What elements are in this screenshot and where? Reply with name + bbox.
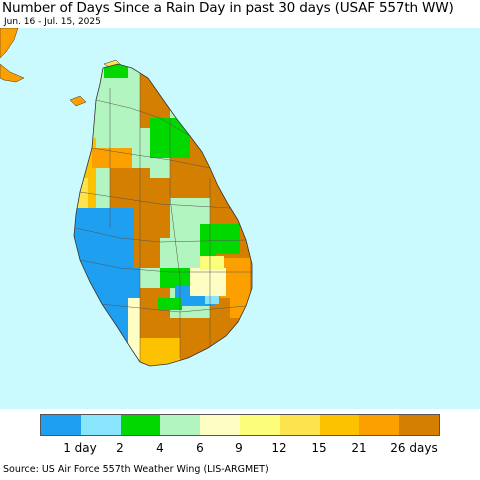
- legend-swatch: [359, 415, 400, 435]
- legend-swatch: [239, 415, 280, 435]
- legend-swatch: [200, 415, 240, 435]
- india-coast: [0, 63, 25, 83]
- legend-tick-label: 1 day: [63, 441, 97, 455]
- date-range: Jun. 16 - Jul. 15, 2025: [4, 17, 101, 27]
- india-landmass: [0, 28, 19, 59]
- district-borders: [75, 68, 252, 364]
- map-title: Number of Days Since a Rain Day in past …: [2, 0, 454, 16]
- legend-tick-label: 26 days: [390, 441, 438, 455]
- legend-swatch: [399, 415, 439, 435]
- legend-swatch: [160, 415, 201, 435]
- legend-swatch: [319, 415, 360, 435]
- source-credit: Source: US Air Force 557th Weather Wing …: [3, 464, 269, 475]
- legend-swatch: [80, 415, 121, 435]
- legend-swatch: [41, 415, 81, 435]
- island-outline: [73, 63, 253, 367]
- legend-tick-label: 2: [116, 441, 124, 455]
- legend-tick-label: 15: [311, 441, 327, 455]
- rain-day-map: [0, 28, 480, 409]
- island-fill: [74, 64, 252, 366]
- legend-swatch: [279, 415, 320, 435]
- legend-swatch: [120, 415, 161, 435]
- legend-tick-label: 6: [196, 441, 204, 455]
- sri-lanka-map: [0, 28, 253, 367]
- legend-tick-label: 21: [351, 441, 367, 455]
- legend-colorbar: [40, 414, 440, 436]
- legend-tick-label: 4: [156, 441, 164, 455]
- legend-tick-label: 12: [271, 441, 287, 455]
- legend-tick-label: 9: [235, 441, 243, 455]
